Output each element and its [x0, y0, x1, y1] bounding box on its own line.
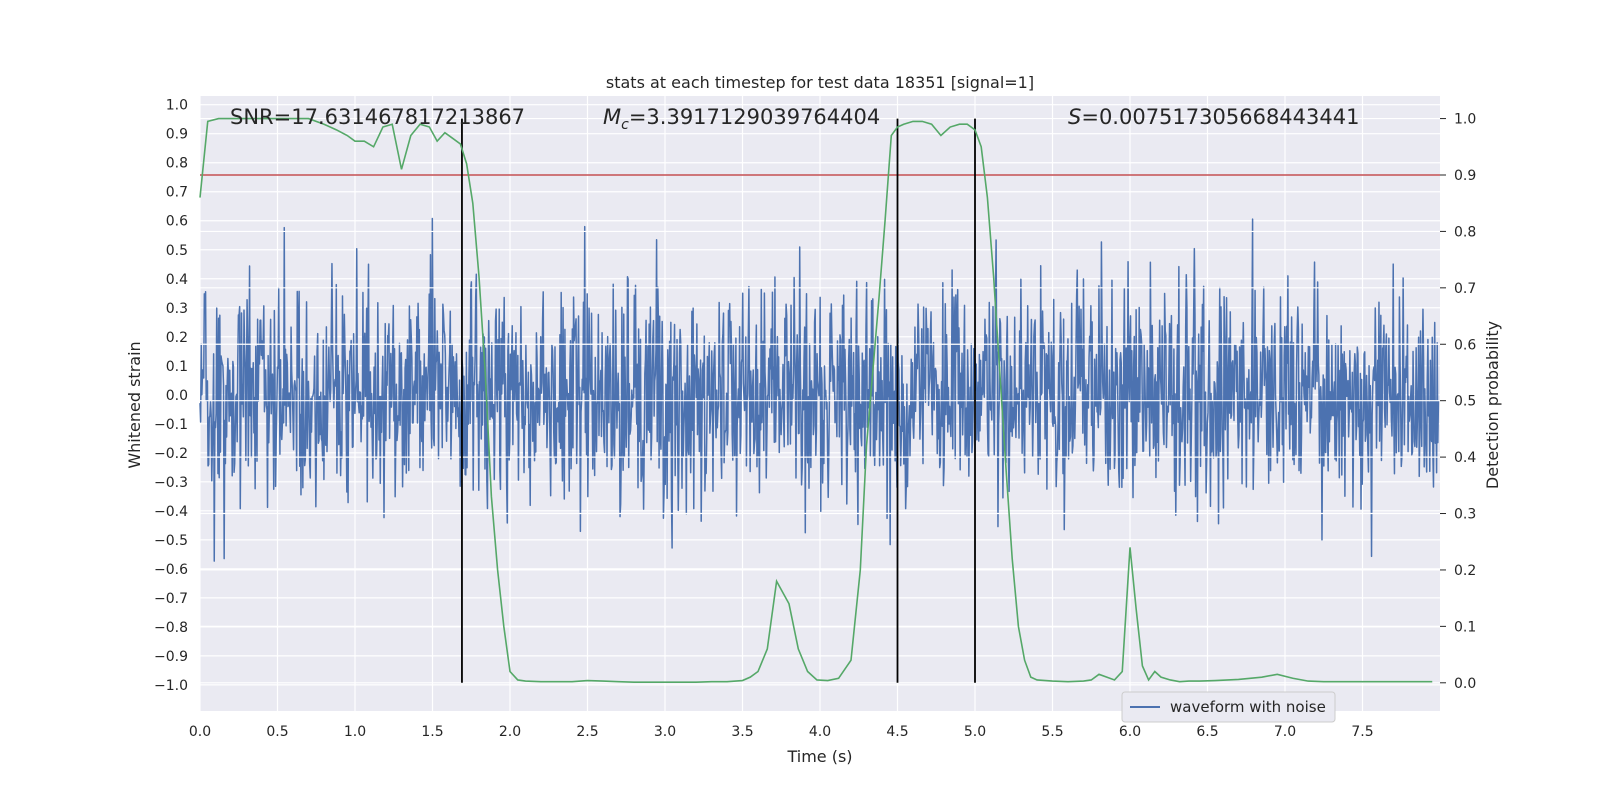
chirp-mass-value: =3.3917129039764404	[629, 105, 880, 129]
s-annotation: S=0.007517305668443441	[1068, 105, 1359, 129]
chart-title: stats at each timestep for test data 183…	[606, 73, 1034, 92]
y-tick-label: 0.7	[166, 185, 188, 201]
y-tick-label: 0.4	[166, 272, 188, 288]
x-tick-label: 3.5	[731, 724, 753, 740]
y-tick-label: −0.7	[154, 591, 188, 607]
y2-tick-label: 0.6	[1454, 337, 1476, 353]
y-tick-label: 1.0	[166, 98, 188, 114]
y2-tick-label: 0.1	[1454, 619, 1476, 635]
s-value: =0.007517305668443441	[1081, 105, 1359, 129]
y-tick-label: 0.3	[166, 301, 188, 317]
y-tick-label: 0.5	[166, 243, 188, 259]
y-tick-label: −0.9	[154, 649, 188, 665]
y-axis-ticks: 1.0 0.9 0.8 0.7 0.6 0.5 0.4 0.3 0.2 0.1 0.0 −0.1 −0.…	[154, 98, 188, 694]
waveform-trace	[199, 217, 1440, 562]
y-tick-label: 0.0	[166, 388, 188, 404]
y-tick-label: −0.6	[154, 562, 188, 578]
y2-tick-label: 0.2	[1454, 563, 1476, 579]
x-tick-label: 4.5	[886, 724, 908, 740]
x-tick-label: 6.5	[1196, 724, 1218, 740]
x-tick-label: 0.5	[266, 724, 288, 740]
y-tick-label: 0.6	[166, 214, 188, 230]
y-tick-label: 0.1	[166, 359, 188, 375]
x-tick-label: 1.0	[344, 724, 366, 740]
y-tick-label: 0.8	[166, 156, 188, 172]
detection-probability-line	[199, 117, 1433, 684]
y2-tick-label: 0.3	[1454, 507, 1476, 523]
waveform-series	[199, 217, 1440, 562]
x-tick-label: 5.0	[964, 724, 986, 740]
vertical-markers	[461, 118, 976, 683]
y2-tick-label: 1.0	[1454, 112, 1476, 128]
y2-axis-ticks: 0.0 0.1 0.2 0.3 0.4 0.5 0.6 0.7 0.8 0.9 1.0	[1440, 112, 1476, 692]
y-tick-label: −0.4	[154, 504, 188, 520]
x-tick-label: 2.0	[499, 724, 521, 740]
legend-box	[1121, 691, 1336, 723]
y2-tick-label: 0.5	[1454, 394, 1476, 410]
x-tick-label: 2.5	[576, 724, 598, 740]
y2-axis-label: Detection probability	[1483, 321, 1502, 489]
y2-tick-label: 0.7	[1454, 281, 1476, 297]
y2-tick-label: 0.9	[1454, 168, 1476, 184]
x-tick-label: 7.0	[1274, 724, 1296, 740]
chirp-mass-annotation: Mc=3.3917129039764404	[603, 105, 880, 133]
chirp-mass-subscript: c	[621, 117, 629, 133]
x-tick-label: 7.5	[1351, 724, 1373, 740]
y2-tick-label: 0.0	[1454, 676, 1476, 692]
x-axis-ticks: 0.0 0.5 1.0 1.5 2.0 2.5 3.0 3.5 4.0 4.5 5.0 5.5 6.0 6…	[189, 724, 1374, 740]
snr-annotation: SNR=17.631467817213867	[230, 105, 525, 129]
y-tick-label: −1.0	[154, 678, 188, 694]
x-axis-label: Time (s)	[786, 747, 852, 766]
y2-tick-label: 0.8	[1454, 224, 1476, 240]
x-tick-label: 6.0	[1119, 724, 1141, 740]
legend: waveform with noise	[1121, 691, 1336, 723]
y-tick-label: −0.3	[154, 475, 188, 491]
x-tick-label: 5.5	[1041, 724, 1063, 740]
chirp-mass-symbol: M	[603, 105, 621, 129]
y2-tick-label: 0.4	[1454, 450, 1476, 466]
x-tick-label: 0.0	[189, 724, 211, 740]
y-axis-label: Whitened strain	[125, 341, 144, 468]
y-tick-label: −0.2	[154, 446, 188, 462]
s-symbol: S	[1068, 105, 1081, 129]
x-tick-label: 1.5	[421, 724, 443, 740]
y-tick-label: 0.9	[166, 127, 188, 143]
x-tick-label: 3.0	[654, 724, 676, 740]
y-tick-label: −0.8	[154, 620, 188, 636]
y-tick-label: −0.5	[154, 533, 188, 549]
y-tick-label: 0.2	[166, 330, 188, 346]
y-tick-label: −0.1	[154, 417, 188, 433]
x-tick-label: 4.0	[809, 724, 831, 740]
legend-label: waveform with noise	[1170, 698, 1326, 716]
